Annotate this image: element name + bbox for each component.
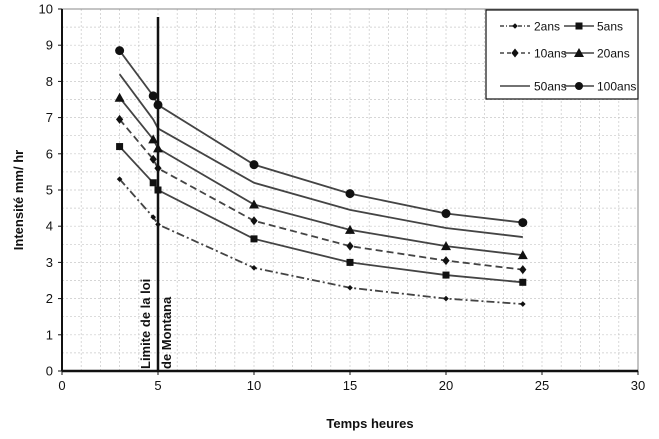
legend-marker: [511, 48, 519, 58]
data-point: [251, 265, 257, 271]
data-point: [442, 271, 450, 279]
data-point: [149, 154, 157, 164]
data-point: [150, 214, 156, 220]
y-tick-label: 3: [46, 255, 53, 270]
limit-label-line1: Limite de la loi: [138, 279, 153, 369]
limit-label-line2: de Montana: [159, 296, 174, 369]
series-10ans: [116, 114, 527, 275]
series-line: [118, 73, 523, 238]
legend-marker: [574, 48, 584, 57]
y-tick-label: 2: [46, 291, 53, 306]
data-point: [250, 216, 258, 226]
data-point: [148, 134, 159, 144]
x-tick-label: 5: [154, 378, 161, 393]
data-point: [347, 284, 353, 291]
series-line: [118, 178, 523, 305]
legend-marker: [575, 82, 583, 90]
data-point: [149, 179, 157, 187]
x-tick-labels: 0 5 10 15 20 25 30: [58, 371, 645, 393]
data-point: [518, 218, 528, 228]
data-point: [441, 241, 451, 251]
data-point: [116, 176, 123, 182]
y-tick-label: 10: [39, 2, 53, 17]
x-tick-label: 10: [247, 378, 261, 393]
data-point: [519, 265, 527, 275]
x-tick-label: 25: [535, 378, 549, 393]
y-tick-label: 9: [46, 38, 53, 53]
data-point: [116, 114, 124, 124]
series-line: [118, 145, 523, 284]
legend-label: 20ans: [597, 47, 630, 61]
series-line: [118, 50, 523, 224]
montana-limit: Limite de la loi de Montana: [138, 17, 174, 371]
data-point: [519, 278, 527, 286]
data-point: [249, 199, 259, 209]
y-tick-label: 5: [46, 183, 53, 198]
data-point: [115, 46, 125, 56]
legend-item-20ans: 20ans: [564, 47, 630, 61]
data-point: [442, 256, 450, 266]
series-line: [118, 97, 523, 257]
legend-box: [485, 9, 639, 100]
series-100ans: [115, 46, 528, 228]
y-axis-label: Intensité mm/ hr: [11, 150, 26, 250]
y-tick-label: 1: [46, 327, 53, 342]
y-tick-label: 6: [46, 146, 53, 161]
data-point: [148, 91, 158, 101]
legend-item-5ans: 5ans: [564, 20, 623, 34]
data-point: [346, 258, 354, 266]
data-point: [249, 160, 259, 170]
x-axis-label: Temps heures: [326, 416, 413, 431]
legend-marker: [512, 23, 518, 29]
legend-item-10ans: 10ans: [500, 47, 567, 61]
data-point: [346, 241, 354, 251]
series-group: [114, 46, 528, 307]
legend-item-50ans: 50ans: [500, 80, 567, 94]
legend: 2ans 5ans 10ans 20ans 50ans 100ans: [485, 9, 639, 100]
data-point: [114, 92, 125, 102]
x-tick-label: 30: [631, 378, 645, 393]
legend-label: 50ans: [534, 80, 567, 94]
y-tick-label: 4: [46, 219, 53, 234]
legend-label: 100ans: [597, 80, 636, 94]
y-tick-label: 7: [46, 110, 53, 125]
data-point: [345, 224, 355, 234]
data-point: [520, 301, 526, 307]
legend-label: 5ans: [597, 20, 623, 34]
data-point: [250, 235, 258, 243]
series-20ans: [114, 92, 528, 260]
y-tick-labels: 0 1 2 3 4 5 6 7 8 9 10: [39, 2, 62, 379]
data-point: [441, 209, 451, 219]
x-tick-label: 0: [58, 378, 65, 393]
x-tick-label: 20: [439, 378, 453, 393]
legend-item-2ans: 2ans: [500, 20, 560, 34]
legend-item-100ans: 100ans: [564, 80, 636, 94]
series-2ans: [116, 176, 526, 307]
y-tick-label: 8: [46, 74, 53, 89]
legend-label: 10ans: [534, 47, 567, 61]
data-point: [345, 189, 355, 199]
series-5ans: [116, 143, 527, 286]
data-point: [116, 143, 124, 151]
series-50ans: [118, 73, 523, 238]
data-point: [443, 295, 449, 302]
y-tick-label: 0: [46, 364, 53, 379]
legend-marker: [575, 22, 583, 30]
x-tick-label: 15: [343, 378, 357, 393]
data-point: [517, 250, 528, 260]
legend-label: 2ans: [534, 20, 560, 34]
